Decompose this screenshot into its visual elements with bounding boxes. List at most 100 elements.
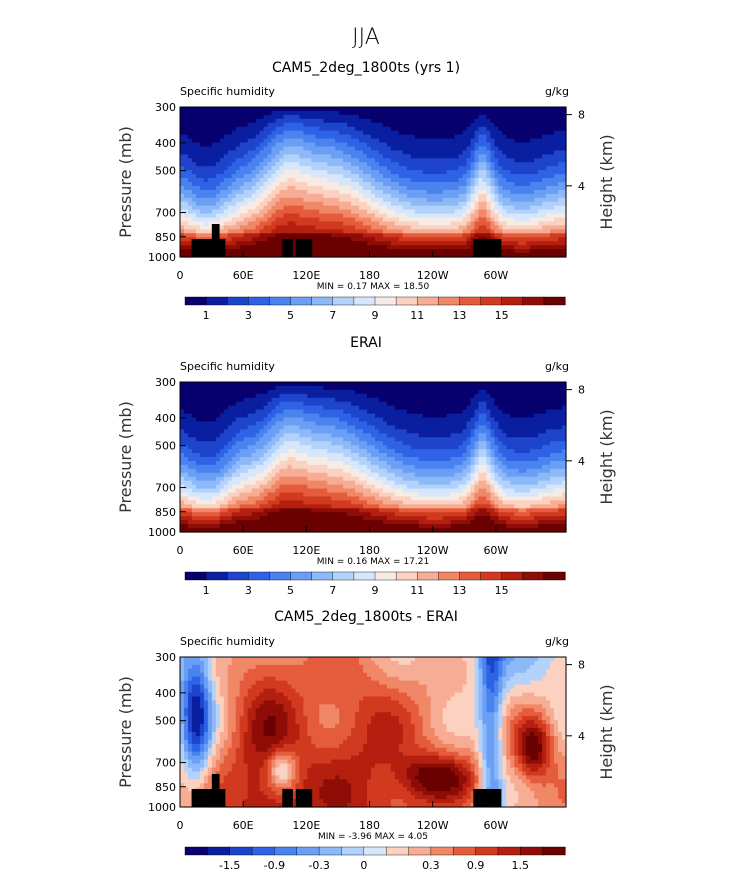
field-cell — [307, 410, 312, 415]
field-cell — [363, 421, 368, 426]
field-cell — [287, 225, 292, 230]
field-cell — [236, 245, 241, 250]
field-cell — [387, 421, 392, 426]
field-cell — [343, 198, 348, 203]
field-cell — [335, 218, 340, 223]
field-cell — [335, 186, 340, 191]
field-cell — [558, 174, 563, 179]
field-cell — [510, 123, 515, 128]
field-cell — [435, 221, 440, 226]
field-cell — [323, 111, 328, 116]
field-cell — [498, 386, 503, 391]
field-cell — [276, 418, 281, 423]
field-cell — [351, 150, 356, 155]
field-cell — [375, 206, 380, 211]
field-cell — [534, 206, 539, 211]
field-cell — [244, 166, 249, 171]
field-cell — [367, 107, 372, 112]
field-cell — [287, 127, 292, 132]
field-cell — [236, 398, 241, 403]
field-cell — [307, 107, 312, 112]
field-cell — [287, 139, 292, 144]
field-cell — [459, 406, 464, 411]
field-cell — [379, 237, 384, 242]
field-cell — [351, 241, 356, 246]
field-cell — [371, 214, 376, 219]
field-cell — [232, 249, 237, 254]
field-cell — [287, 162, 292, 167]
field-cell — [435, 111, 440, 116]
field-cell — [295, 198, 300, 203]
field-cell — [200, 202, 205, 207]
field-cell — [447, 115, 452, 120]
field-cell — [351, 218, 356, 223]
field-cell — [411, 214, 416, 219]
field-cell — [435, 210, 440, 215]
field-cell — [407, 194, 412, 199]
field-cell — [379, 107, 384, 112]
field-cell — [351, 178, 356, 183]
field-cell — [264, 182, 269, 187]
field-cell — [391, 135, 396, 140]
field-cell — [530, 123, 535, 128]
field-cell — [403, 421, 408, 426]
field-cell — [463, 146, 468, 151]
field-cell — [188, 146, 193, 151]
field-cell — [208, 225, 213, 230]
field-cell — [299, 146, 304, 151]
field-cell — [486, 402, 491, 407]
field-cell — [319, 218, 324, 223]
field-cell — [478, 402, 483, 407]
field-cell — [482, 386, 487, 391]
field-cell — [526, 107, 531, 112]
field-cell — [387, 178, 392, 183]
field-cell — [490, 162, 495, 167]
field-cell — [467, 186, 472, 191]
field-cell — [415, 221, 420, 226]
field-cell — [347, 143, 352, 148]
field-cell — [355, 162, 360, 167]
field-cell — [423, 146, 428, 151]
field-cell — [248, 182, 253, 187]
field-cell — [439, 202, 444, 207]
field-cell — [319, 398, 324, 403]
field-cell — [323, 158, 328, 163]
field-cell — [423, 119, 428, 124]
field-cell — [252, 186, 257, 191]
field-cell — [510, 221, 515, 226]
field-cell — [331, 166, 336, 171]
field-cell — [447, 123, 452, 128]
field-cell — [455, 237, 460, 242]
field-cell — [208, 402, 213, 407]
field-cell — [367, 139, 372, 144]
field-cell — [514, 146, 519, 151]
field-cell — [371, 146, 376, 151]
field-cell — [419, 210, 424, 215]
field-cell — [339, 190, 344, 195]
field-cell — [264, 198, 269, 203]
field-cell — [506, 218, 511, 223]
field-cell — [455, 221, 460, 226]
field-cell — [228, 398, 233, 403]
field-cell — [188, 382, 193, 387]
field-cell — [490, 418, 495, 423]
field-cell — [447, 237, 452, 242]
field-cell — [411, 421, 416, 426]
field-cell — [415, 143, 420, 148]
field-cell — [518, 190, 523, 195]
field-cell — [395, 154, 400, 159]
field-cell — [351, 249, 356, 254]
field-cell — [530, 245, 535, 250]
field-cell — [276, 190, 281, 195]
field-cell — [180, 410, 185, 415]
field-cell — [188, 421, 193, 426]
field-cell — [283, 135, 288, 140]
field-cell — [180, 178, 185, 183]
field-cell — [228, 139, 233, 144]
field-cell — [204, 402, 209, 407]
field-cell — [447, 249, 452, 254]
field-cell — [268, 390, 273, 395]
field-cell — [498, 206, 503, 211]
field-cell — [459, 158, 464, 163]
field-cell — [470, 154, 475, 159]
